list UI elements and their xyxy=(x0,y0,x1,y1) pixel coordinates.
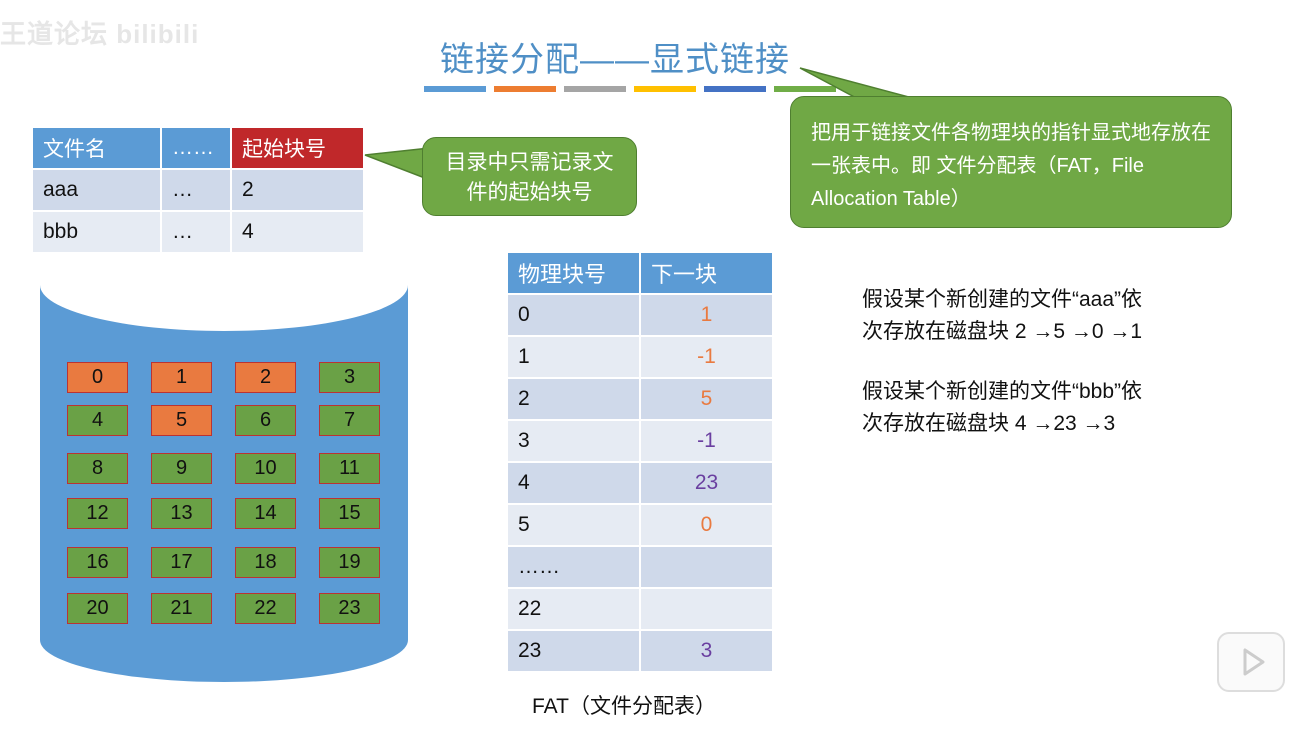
disk-block: 23 xyxy=(319,593,380,624)
disk-cylinder xyxy=(30,230,420,682)
next-block: 1 xyxy=(641,295,772,335)
disk-block: 22 xyxy=(235,593,296,624)
next-block xyxy=(641,589,772,629)
table-row: …… xyxy=(508,547,772,587)
disk-block: 12 xyxy=(67,498,128,529)
next-block: -1 xyxy=(641,421,772,461)
disk-block: 21 xyxy=(151,593,212,624)
title-underline-segment xyxy=(424,86,486,92)
header-start-block: 起始块号 xyxy=(232,128,363,168)
disk-block: 8 xyxy=(67,453,128,484)
directory-callout: 目录中只需记录文件的起始块号 xyxy=(422,137,637,216)
cell: … xyxy=(162,170,230,210)
block-number: 1 xyxy=(508,337,639,377)
block-number: 22 xyxy=(508,589,639,629)
disk-block: 11 xyxy=(319,453,380,484)
block-number: 0 xyxy=(508,295,639,335)
block-number: 4 xyxy=(508,463,639,503)
disk-block: 18 xyxy=(235,547,296,578)
header-filename: 文件名 xyxy=(33,128,160,168)
disk-block: 7 xyxy=(319,405,380,436)
directory-table: 文件名 …… 起始块号 aaa… 2 bbb… 4 xyxy=(31,126,365,254)
disk-block: 6 xyxy=(235,405,296,436)
header-next-block: 下一块 xyxy=(641,253,772,293)
disk-block: 4 xyxy=(67,405,128,436)
cell: 4 xyxy=(232,212,363,252)
disk-block: 2 xyxy=(235,362,296,393)
title-underline-segment xyxy=(774,86,836,92)
header-ellipsis: …… xyxy=(162,128,230,168)
cell: bbb xyxy=(33,212,160,252)
slide-title: 链接分配——显式链接 xyxy=(440,41,790,79)
note-line: 假设某个新创建的文件“bbb”依 xyxy=(862,380,1143,403)
disk-block: 9 xyxy=(151,453,212,484)
fat-caption: FAT（文件分配表） xyxy=(532,695,716,718)
cell: … xyxy=(162,212,230,252)
note-line: 假设某个新创建的文件“aaa”依 xyxy=(862,288,1143,311)
disk-block: 10 xyxy=(235,453,296,484)
note-aaa: 假设某个新创建的文件“aaa”依 次存放在磁盘块 2 →5 →0 →1 xyxy=(862,284,1142,348)
disk-block: 19 xyxy=(319,547,380,578)
play-button[interactable] xyxy=(1217,632,1285,692)
block-number: 23 xyxy=(508,631,639,671)
table-row: 23 3 xyxy=(508,631,772,671)
next-block: 5 xyxy=(641,379,772,419)
note-line: 次存放在磁盘块 4 →23 →3 xyxy=(862,412,1116,435)
block-number: 3 xyxy=(508,421,639,461)
next-block: 23 xyxy=(641,463,772,503)
fat-table: 物理块号 下一块 0 1 1 -1 2 5 3 -1 4 23 5 0…… 22 23 3 xyxy=(506,251,774,673)
disk-block: 3 xyxy=(319,362,380,393)
header-block-number: 物理块号 xyxy=(508,253,639,293)
table-row: 1 -1 xyxy=(508,337,772,377)
watermark: 王道论坛 bilibili xyxy=(0,19,200,49)
table-row: aaa… 2 xyxy=(33,170,363,210)
disk-block: 17 xyxy=(151,547,212,578)
title-underline-segment xyxy=(494,86,556,92)
disk-block: 14 xyxy=(235,498,296,529)
block-number: …… xyxy=(508,547,639,587)
next-block: -1 xyxy=(641,337,772,377)
disk-block: 15 xyxy=(319,498,380,529)
title-underline-segment xyxy=(634,86,696,92)
fat-callout: 把用于链接文件各物理块的指针显式地存放在一张表中。即 文件分配表（FAT，Fil… xyxy=(790,96,1232,228)
disk-block: 1 xyxy=(151,362,212,393)
block-number: 5 xyxy=(508,505,639,545)
next-block: 3 xyxy=(641,631,772,671)
next-block xyxy=(641,547,772,587)
disk-block: 16 xyxy=(67,547,128,578)
disk-block: 5 xyxy=(151,405,212,436)
disk-block: 20 xyxy=(67,593,128,624)
disk-block: 0 xyxy=(67,362,128,393)
table-row: bbb… 4 xyxy=(33,212,363,252)
note-bbb: 假设某个新创建的文件“bbb”依 次存放在磁盘块 4 →23 →3 xyxy=(862,376,1142,440)
table-row: 4 23 xyxy=(508,463,772,503)
disk-block: 13 xyxy=(151,498,212,529)
play-icon xyxy=(1243,648,1265,676)
title-underline-segment xyxy=(704,86,766,92)
cell: 2 xyxy=(232,170,363,210)
table-row: 3 -1 xyxy=(508,421,772,461)
table-row: 22 xyxy=(508,589,772,629)
title-underline-segment xyxy=(564,86,626,92)
cell: aaa xyxy=(33,170,160,210)
note-line: 次存放在磁盘块 2 →5 →0 →1 xyxy=(862,320,1143,343)
next-block: 0 xyxy=(641,505,772,545)
block-number: 2 xyxy=(508,379,639,419)
